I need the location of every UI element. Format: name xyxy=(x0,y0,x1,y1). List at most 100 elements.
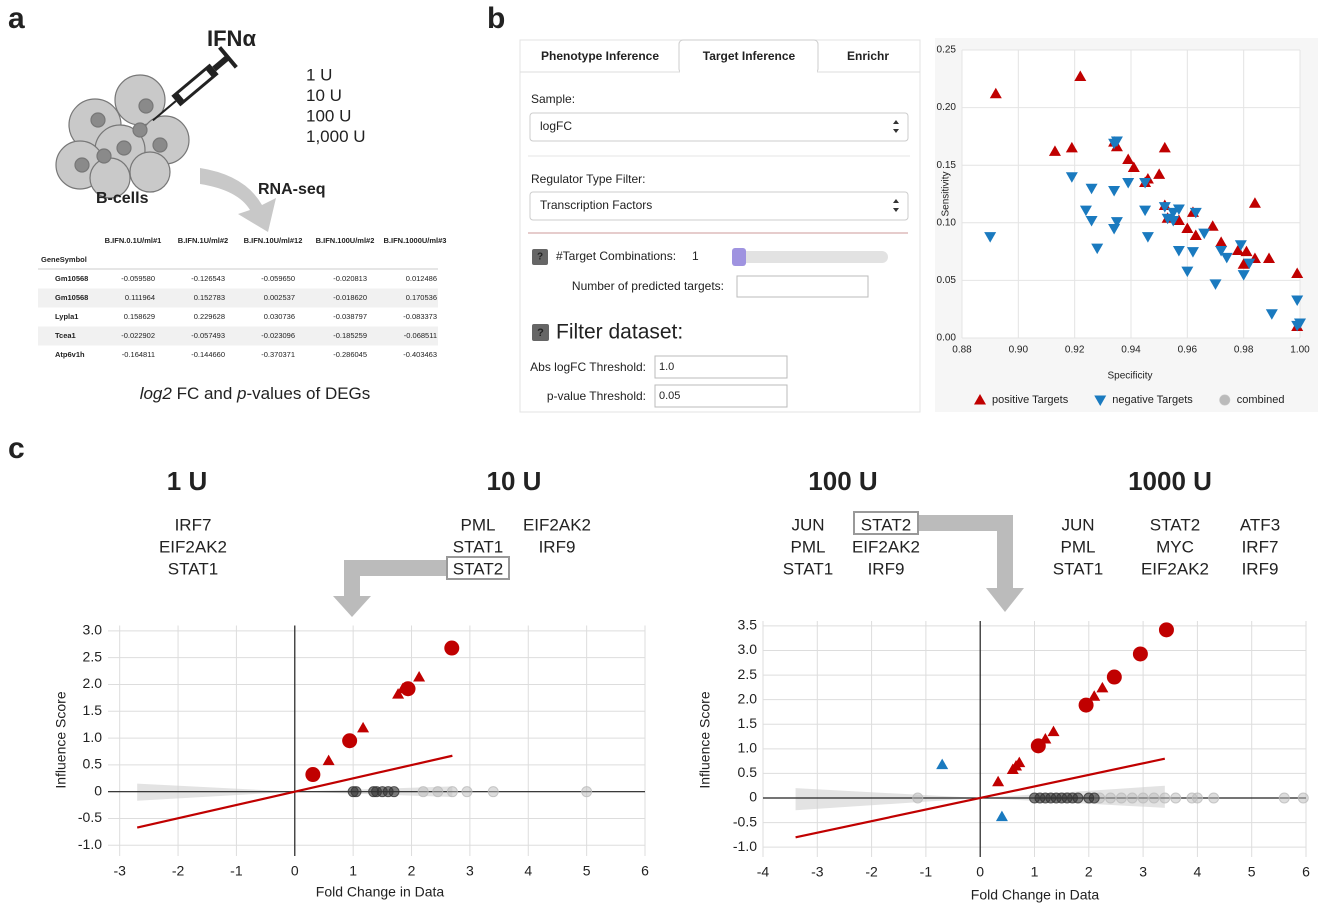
gene: EIF2AK2 xyxy=(159,537,227,556)
y-tick-label: 1.5 xyxy=(738,715,758,731)
caption-part: FC and xyxy=(172,384,237,403)
panel-label: b xyxy=(487,2,505,35)
x-tick-label: 1 xyxy=(349,863,357,879)
sample-select[interactable] xyxy=(529,112,909,142)
data-point xyxy=(992,775,1005,787)
form-label: Sample: xyxy=(531,92,575,106)
y-tick-label: 0 xyxy=(94,782,102,798)
y-tick-label: 2.5 xyxy=(738,666,758,682)
data-point xyxy=(1079,205,1092,217)
data-point xyxy=(1132,646,1148,662)
table-cell: -0.059650 xyxy=(261,274,295,283)
slider-handle[interactable] xyxy=(732,248,746,266)
table-header: B.IFN.0.1U/ml#1 xyxy=(105,236,162,245)
form-label: Abs logFC Threshold: xyxy=(530,360,646,374)
data-point xyxy=(984,232,997,243)
legend-label: negative Targets xyxy=(1112,394,1193,406)
gene: JUN xyxy=(1061,515,1094,534)
help-button[interactable] xyxy=(532,249,548,265)
slider-value: 1 xyxy=(692,249,699,263)
data-point xyxy=(1234,240,1247,251)
caption: log2 FC and p-values of DEGs xyxy=(140,384,371,403)
table-cell: -0.083373 xyxy=(403,312,437,321)
logfc-input[interactable] xyxy=(654,355,788,379)
data-point xyxy=(1108,138,1121,150)
help-button[interactable] xyxy=(532,324,549,341)
x-axis-title: Fold Change in Data xyxy=(316,884,445,900)
data-point xyxy=(388,786,400,798)
tab[interactable]: Phenotype Inference xyxy=(541,49,659,63)
data-point xyxy=(1278,792,1290,804)
select-caret xyxy=(893,120,899,212)
x-tick-label: 0.90 xyxy=(1009,345,1029,356)
predicted-input[interactable] xyxy=(736,275,869,298)
dose-header: 10 U xyxy=(487,466,542,496)
confidence-band xyxy=(137,783,453,801)
data-point xyxy=(400,681,416,697)
gene: STAT1 xyxy=(783,559,833,578)
syringe xyxy=(152,46,238,122)
table-header: B.IFN.1000U/ml#3 xyxy=(384,236,447,245)
tab[interactable]: Enrichr xyxy=(847,49,889,63)
data-point xyxy=(1030,738,1046,754)
data-point xyxy=(357,721,370,733)
tab[interactable]: Target Inference xyxy=(703,49,796,63)
x-tick-label: 4 xyxy=(1194,864,1202,880)
table-cell: -0.023096 xyxy=(261,331,295,340)
gene: EIF2AK2 xyxy=(852,537,920,556)
trend-line xyxy=(136,754,453,829)
data-point xyxy=(1181,266,1194,278)
y-tick-label: 3.5 xyxy=(738,617,758,633)
x-tick-label: 0.98 xyxy=(1234,345,1254,356)
data-point xyxy=(413,670,426,682)
table-cell: 0.002537 xyxy=(264,293,295,302)
data-point xyxy=(1198,228,1211,240)
data-point xyxy=(1159,792,1171,804)
pvalue-input[interactable] xyxy=(654,384,788,408)
data-point xyxy=(417,786,429,798)
gene: IRF9 xyxy=(539,537,576,556)
form-label: Number of predicted targets: xyxy=(572,279,724,293)
y-tick-label: 0.05 xyxy=(937,275,957,286)
data-point xyxy=(1148,792,1160,804)
data-point xyxy=(1209,279,1222,290)
slider-track[interactable] xyxy=(735,251,888,263)
y-tick-label: -1.0 xyxy=(733,838,757,854)
table-index-name: GeneSymbol xyxy=(41,255,87,264)
regulator-select[interactable] xyxy=(529,191,909,221)
table-header: B.IFN.100U/ml#2 xyxy=(316,236,375,245)
data-point xyxy=(912,792,924,804)
data-point xyxy=(1206,220,1219,231)
legend-swatch xyxy=(974,394,986,405)
data-point xyxy=(1172,204,1185,215)
data-point xyxy=(1191,792,1203,804)
gene: JUN xyxy=(791,515,824,534)
table-header: B.IFN.10U/ml#12 xyxy=(244,236,303,245)
data-point xyxy=(1072,792,1084,804)
highlight-arrow-head xyxy=(986,588,1024,612)
help-icon: ? xyxy=(537,252,543,263)
data-point xyxy=(1172,245,1185,257)
tab-cover xyxy=(680,70,817,74)
table-cell: -0.057493 xyxy=(191,331,225,340)
dose: 1 U xyxy=(306,65,332,84)
y-tick-label: 2.5 xyxy=(83,648,103,664)
help-icon: ? xyxy=(537,327,544,339)
x-tick-label: 0.96 xyxy=(1178,345,1198,356)
data-point xyxy=(1091,243,1104,255)
data-point xyxy=(322,754,335,766)
data-point xyxy=(342,733,358,749)
highlight-box xyxy=(853,511,919,535)
x-tick-label: 0 xyxy=(291,863,299,879)
gene: EIF2AK2 xyxy=(523,515,591,534)
data-point xyxy=(350,786,362,798)
data-point xyxy=(487,786,499,798)
table-row-band xyxy=(38,326,438,346)
x-tick-label: -2 xyxy=(172,863,185,879)
data-point xyxy=(1105,792,1117,804)
data-point xyxy=(1065,172,1078,183)
table-row-label: Atp6v1h xyxy=(55,350,85,359)
y-tick-label: 0.5 xyxy=(83,756,103,772)
x-tick-label: 0 xyxy=(976,864,984,880)
